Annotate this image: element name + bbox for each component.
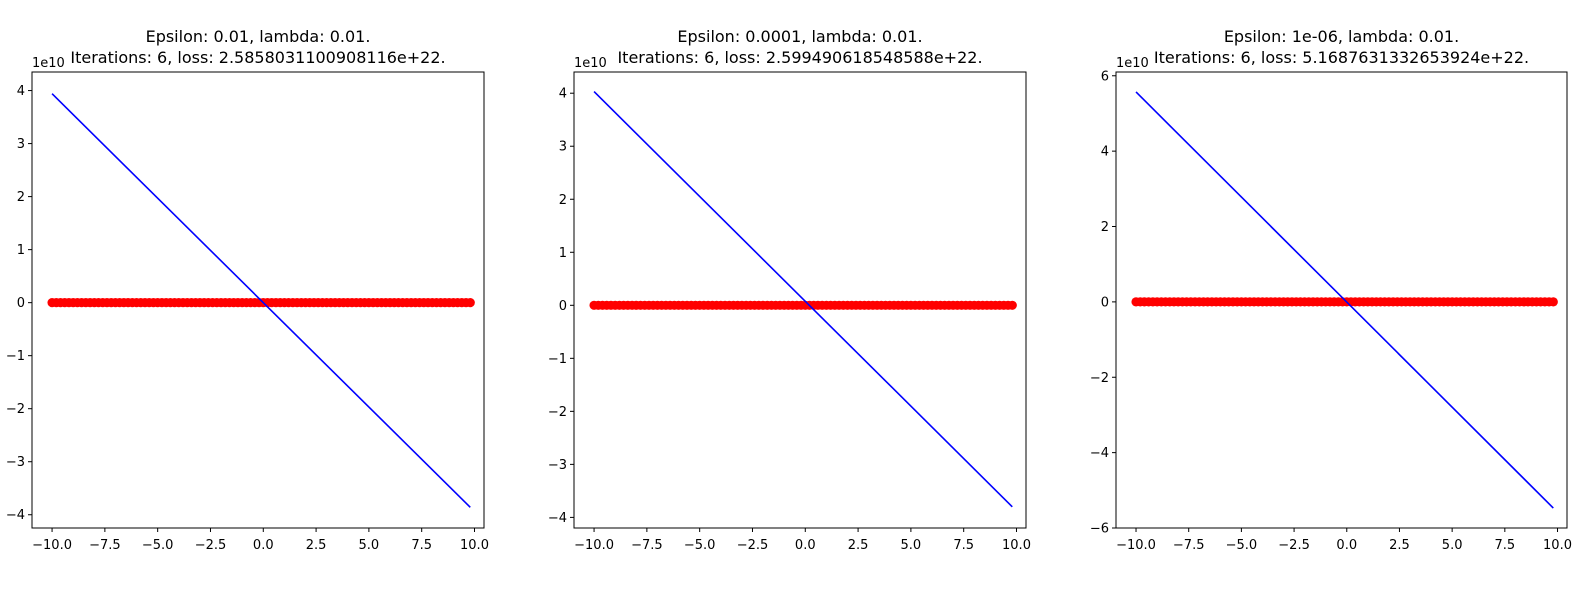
- x-tick-label: 10.0: [1002, 538, 1031, 553]
- fit-line: [51, 93, 471, 508]
- axes-frame: [1115, 71, 1568, 529]
- y-tick-label: 0: [17, 296, 25, 311]
- x-tick-label: −5.0: [142, 538, 174, 553]
- y-tick-label: −2: [1090, 371, 1109, 386]
- subplot-1: Epsilon: 0.01, lambda: 0.01. Iterations: …: [6, 27, 489, 553]
- y-tick-label: −2: [6, 402, 25, 417]
- plot-title-line1: Epsilon: 0.01, lambda: 0.01.: [146, 27, 371, 46]
- subplot-3: Epsilon: 1e-06, lambda: 0.01. Iterations:…: [1090, 27, 1572, 553]
- axes-frame: [573, 71, 1027, 529]
- plot-title-line2: Iterations: 6, loss: 5.1687631332653924e…: [1154, 48, 1529, 67]
- plot-area: [589, 91, 1017, 508]
- y-tick-label: 2: [1101, 220, 1109, 235]
- x-tick-label: −2.5: [1278, 538, 1310, 553]
- y-offset-text: 1e10: [32, 56, 65, 71]
- y-tick-label: 3: [17, 137, 25, 152]
- x-tick-label: −7.5: [631, 538, 663, 553]
- x-tick-label: 7.5: [1494, 538, 1515, 553]
- y-tick-label: 1: [559, 246, 567, 261]
- y-tick-label: 0: [1101, 295, 1109, 310]
- x-tick-label: −7.5: [1173, 538, 1205, 553]
- x-tick-label: −10.0: [1116, 538, 1156, 553]
- x-tick-label: 2.5: [306, 538, 327, 553]
- plot-title-line1: Epsilon: 0.0001, lambda: 0.01.: [677, 27, 922, 46]
- plot-title-line2: Iterations: 6, loss: 2.599490618548588e+…: [617, 48, 982, 67]
- x-tick-label: −7.5: [89, 538, 121, 553]
- fit-line: [593, 91, 1013, 508]
- y-tick-label: −6: [1090, 522, 1109, 537]
- plot-title-line1: Epsilon: 1e-06, lambda: 0.01.: [1224, 27, 1459, 46]
- x-tick-label: 10.0: [1543, 538, 1572, 553]
- x-tick-label: 0.0: [253, 538, 274, 553]
- plot-title-line2: Iterations: 6, loss: 2.5858031100908116e…: [70, 48, 445, 67]
- y-tick-label: −3: [6, 455, 25, 470]
- x-tick-label: −2.5: [737, 538, 769, 553]
- y-tick-label: 6: [1101, 69, 1109, 84]
- x-tick-label: 5.0: [901, 538, 922, 553]
- y-tick-label: 3: [559, 140, 567, 155]
- y-tick-label: 4: [1101, 145, 1109, 160]
- x-tick-label: −5.0: [1226, 538, 1258, 553]
- y-tick-label: −1: [548, 352, 567, 367]
- x-tick-label: 7.5: [953, 538, 974, 553]
- y-tick-label: −3: [548, 458, 567, 473]
- x-tick-label: −2.5: [195, 538, 227, 553]
- plot-area: [47, 93, 475, 508]
- y-tick-label: −4: [1090, 446, 1109, 461]
- y-tick-label: −1: [6, 349, 25, 364]
- y-tick-label: −2: [548, 405, 567, 420]
- y-tick-label: 4: [559, 87, 567, 102]
- x-tick-label: 5.0: [1442, 538, 1463, 553]
- y-tick-label: −4: [6, 508, 25, 523]
- fit-line: [1135, 91, 1554, 509]
- x-tick-label: 5.0: [359, 538, 380, 553]
- y-offset-text: 1e10: [1116, 56, 1149, 71]
- x-tick-label: 10.0: [460, 538, 489, 553]
- x-tick-label: −5.0: [684, 538, 716, 553]
- y-tick-label: 2: [559, 193, 567, 208]
- scatter-point: [1548, 297, 1558, 307]
- x-tick-label: −10.0: [32, 538, 72, 553]
- y-tick-label: 4: [17, 84, 25, 99]
- scatter-point: [465, 298, 475, 308]
- y-tick-label: 0: [559, 299, 567, 314]
- x-tick-label: −10.0: [574, 538, 614, 553]
- y-tick-label: 1: [17, 243, 25, 258]
- subplot-2: Epsilon: 0.0001, lambda: 0.01. Iterations…: [548, 27, 1031, 553]
- y-offset-text: 1e10: [574, 56, 607, 71]
- x-tick-label: 0.0: [795, 538, 816, 553]
- y-tick-label: −4: [548, 511, 567, 526]
- x-tick-label: 7.5: [411, 538, 432, 553]
- x-tick-label: 2.5: [1389, 538, 1410, 553]
- y-tick-label: 2: [17, 190, 25, 205]
- axes-frame: [31, 71, 485, 529]
- x-tick-label: 2.5: [848, 538, 869, 553]
- scatter-point: [1007, 300, 1017, 310]
- x-tick-label: 0.0: [1336, 538, 1357, 553]
- plot-area: [1131, 91, 1558, 509]
